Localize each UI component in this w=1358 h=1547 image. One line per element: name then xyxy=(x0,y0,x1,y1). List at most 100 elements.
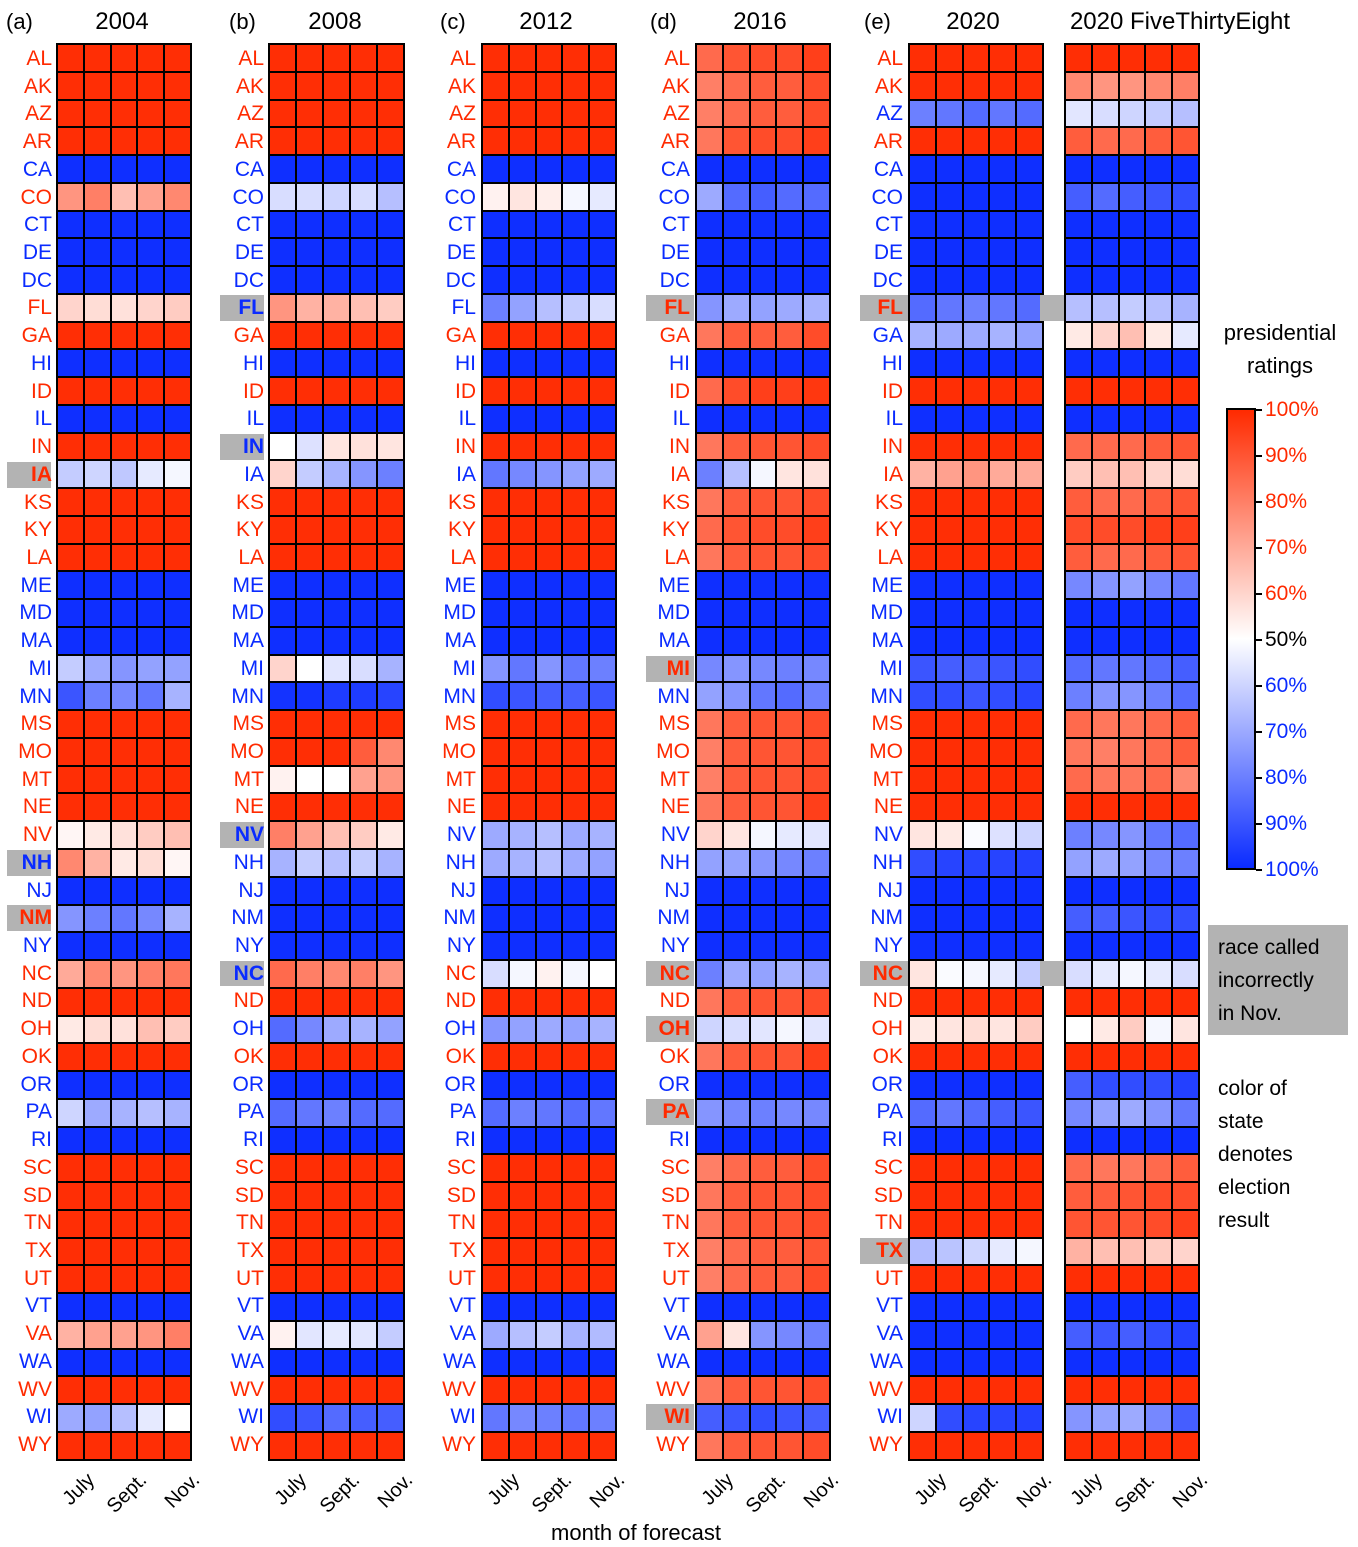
heatmap-cell xyxy=(84,683,110,710)
heatmap-cell xyxy=(165,711,190,737)
state-label: NJ xyxy=(450,878,476,902)
state-label: NE xyxy=(22,795,52,819)
state-label: SD xyxy=(446,1183,476,1207)
heatmap-cell xyxy=(1173,1099,1198,1126)
heatmap-cell xyxy=(270,128,295,155)
heatmap-cell xyxy=(483,572,508,599)
heatmap-cell xyxy=(111,988,137,1015)
heatmap-cell xyxy=(1092,1321,1118,1348)
state-label: VA xyxy=(876,1322,903,1346)
heatmap-cell xyxy=(270,600,295,626)
state-label: WY xyxy=(18,1433,52,1456)
heatmap-cell xyxy=(697,1127,722,1154)
heatmap-cell xyxy=(723,794,749,821)
heatmap-cell xyxy=(1146,433,1172,460)
state-label: AZ xyxy=(25,102,52,126)
heatmap-cell xyxy=(1066,1321,1091,1348)
heatmap-cell xyxy=(590,572,615,599)
heatmap-cell xyxy=(1173,72,1198,99)
state-label: WI xyxy=(238,1405,264,1429)
state-label: OK xyxy=(659,1044,690,1068)
heatmap-cell xyxy=(723,1349,749,1376)
heatmap-cell xyxy=(990,211,1016,238)
heatmap-cell xyxy=(84,100,110,127)
heatmap-cell xyxy=(351,267,376,293)
heatmap-cell xyxy=(165,683,190,710)
heatmap-cell xyxy=(723,72,749,99)
state-label: WI xyxy=(450,1405,476,1429)
heatmap-cell xyxy=(723,461,749,488)
heatmap-cell xyxy=(297,433,322,460)
state-label: ME xyxy=(444,573,477,597)
color-meaning-text: result xyxy=(1218,1209,1270,1232)
heatmap-cell xyxy=(111,1321,137,1348)
heatmap-cell xyxy=(1092,905,1118,932)
heatmap-cell xyxy=(1017,183,1042,210)
state-label: WA xyxy=(442,1349,476,1373)
heatmap-cell xyxy=(1119,489,1145,515)
heatmap-cell xyxy=(590,489,615,515)
heatmap-cell xyxy=(1119,45,1145,71)
heatmap-cell xyxy=(297,822,322,849)
heatmap-cell xyxy=(1146,877,1172,904)
heatmap-cell xyxy=(138,961,164,987)
heatmap-cell xyxy=(590,683,615,710)
heatmap-cell xyxy=(297,1183,322,1209)
state-label: LA xyxy=(26,545,52,569)
heatmap-cell xyxy=(697,1238,722,1265)
heatmap-cell xyxy=(84,711,110,737)
heatmap-cell xyxy=(1066,378,1091,404)
heatmap-grid xyxy=(56,43,192,1461)
heatmap-cell xyxy=(1146,72,1172,99)
state-label: NH xyxy=(233,850,264,874)
colorbar-tick-mark xyxy=(1256,869,1262,871)
heatmap-cell xyxy=(590,1405,615,1431)
state-label: ID xyxy=(669,379,690,403)
heatmap-cell xyxy=(324,405,349,432)
heatmap-cell xyxy=(58,461,83,488)
heatmap-cell xyxy=(270,544,295,571)
heatmap-cell xyxy=(138,766,164,793)
heatmap-cell xyxy=(723,988,749,1015)
heatmap-cell xyxy=(165,1238,190,1265)
heatmap-cell xyxy=(963,350,989,377)
heatmap-cell xyxy=(1066,738,1091,765)
heatmap-cell xyxy=(536,711,562,737)
heatmap-cell xyxy=(563,1432,589,1459)
heatmap-cell xyxy=(138,1432,164,1459)
state-label: WY xyxy=(869,1433,903,1456)
heatmap-cell xyxy=(750,1210,776,1237)
heatmap-cell xyxy=(1119,405,1145,432)
heatmap-cell xyxy=(165,1099,190,1126)
heatmap-cell xyxy=(509,961,535,987)
state-label: ND xyxy=(659,989,690,1013)
heatmap-cell xyxy=(697,350,722,377)
state-label: IL xyxy=(34,407,52,431)
heatmap-cell xyxy=(1066,766,1091,793)
heatmap-cell xyxy=(990,1349,1016,1376)
heatmap-cell xyxy=(483,877,508,904)
heatmap-cell xyxy=(111,1266,137,1293)
heatmap-cell xyxy=(165,489,190,515)
heatmap-cell xyxy=(990,905,1016,932)
heatmap-cell xyxy=(1092,100,1118,127)
heatmap-cell xyxy=(483,1099,508,1126)
heatmap-cell xyxy=(58,738,83,765)
heatmap-cell xyxy=(590,267,615,293)
heatmap-cell xyxy=(1092,683,1118,710)
heatmap-cell xyxy=(1146,1405,1172,1431)
heatmap-grid xyxy=(908,43,1044,1461)
heatmap-cell xyxy=(297,1155,322,1182)
heatmap-cell xyxy=(563,322,589,349)
heatmap-cell xyxy=(111,433,137,460)
heatmap-cell xyxy=(378,211,403,238)
state-label: MN xyxy=(231,684,264,708)
heatmap-cell xyxy=(1146,850,1172,876)
heatmap-cell xyxy=(378,1432,403,1459)
heatmap-cell xyxy=(58,850,83,876)
heatmap-cell xyxy=(723,1405,749,1431)
heatmap-cell xyxy=(378,100,403,127)
heatmap-cell xyxy=(804,627,829,654)
heatmap-cell xyxy=(563,794,589,821)
heatmap-cell xyxy=(1092,544,1118,571)
